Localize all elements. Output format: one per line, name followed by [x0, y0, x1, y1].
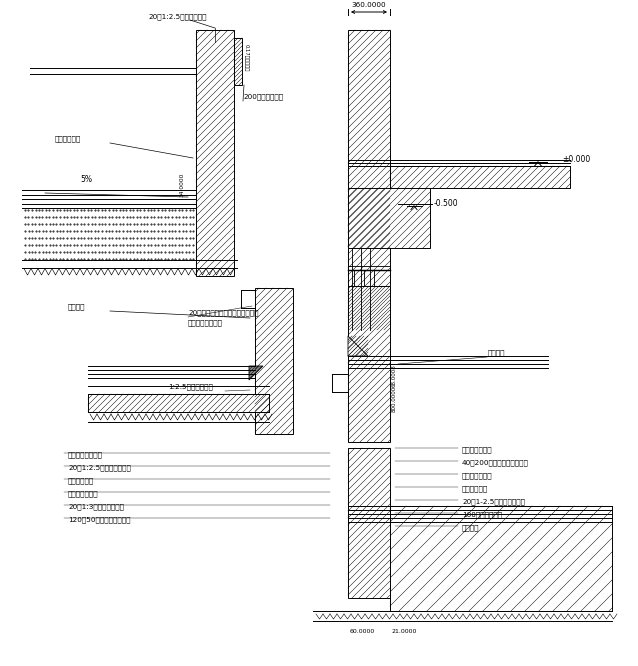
- Text: ±0.000: ±0.000: [562, 155, 590, 165]
- Text: -0.500: -0.500: [434, 200, 459, 208]
- Bar: [348, 188, 430, 248]
- Text: 120厚50号砂浆砌砖保护墙: 120厚50号砂浆砌砖保护墙: [68, 516, 131, 523]
- Text: 0.17厚聚乙烯膜: 0.17厚聚乙烯膜: [244, 44, 249, 71]
- Bar: [88, 394, 269, 412]
- Text: 冷底子油一道: 冷底子油一道: [68, 477, 94, 484]
- Text: 34.0000: 34.0000: [179, 172, 184, 197]
- Bar: [348, 30, 390, 330]
- Text: 360.0000: 360.0000: [352, 2, 387, 8]
- Text: 100号混凝土垫层: 100号混凝土垫层: [462, 511, 502, 517]
- Text: 1:2.5水泥砂浆地产: 1:2.5水泥砂浆地产: [168, 383, 213, 390]
- Text: 塑料油膏嵌严: 塑料油膏嵌严: [55, 135, 81, 142]
- Text: 20厚1:3水泥砂浆保护层: 20厚1:3水泥砂浆保护层: [68, 503, 124, 509]
- Text: 800.0000: 800.0000: [392, 386, 397, 412]
- Bar: [196, 30, 234, 276]
- Polygon shape: [348, 336, 368, 356]
- Bar: [390, 166, 570, 188]
- Bar: [348, 286, 390, 442]
- Text: 钢筋混凝土底板: 钢筋混凝土底板: [462, 446, 493, 453]
- Text: 40厚200号细石混凝土保护层: 40厚200号细石混凝土保护层: [462, 459, 529, 466]
- Text: 沥青卷材防水层: 沥青卷材防水层: [462, 472, 493, 479]
- Text: 村口材料: 村口材料: [488, 349, 505, 356]
- Text: 20厚1-2.5水泥砂浆抚平层: 20厚1-2.5水泥砂浆抚平层: [462, 498, 525, 505]
- Text: 沥青卷材防水层: 沥青卷材防水层: [68, 490, 99, 497]
- Text: 200号混凝土压顶: 200号混凝土压顶: [243, 93, 283, 100]
- Bar: [255, 288, 293, 434]
- Text: 5%: 5%: [80, 175, 92, 184]
- Text: 20厚1:2.5水泥砂浆抹面: 20厚1:2.5水泥砂浆抹面: [148, 13, 207, 19]
- Text: 20厚1:2.5水泥砂浆抗平层: 20厚1:2.5水泥砂浆抗平层: [68, 464, 131, 471]
- Text: 21.0000: 21.0000: [392, 629, 417, 634]
- Polygon shape: [249, 366, 263, 380]
- Bar: [234, 38, 242, 85]
- Text: 素土夯实: 素土夯实: [462, 524, 480, 531]
- Text: 聚氨乙烯胶泡连缝: 聚氨乙烯胶泡连缝: [188, 319, 223, 326]
- Text: 钢筋混凝土地板仔: 钢筋混凝土地板仔: [68, 451, 103, 458]
- Text: 60.0000: 60.0000: [350, 629, 375, 634]
- Text: 锁锥篮子: 锁锥篮子: [68, 303, 85, 310]
- Text: 68.0008: 68.0008: [392, 364, 397, 387]
- Bar: [348, 448, 390, 598]
- Text: 冷底子油一道: 冷底子油一道: [462, 485, 488, 492]
- Text: 20厚浇沥青木丝板边涂胶皮纸一层: 20厚浇沥青木丝板边涂胶皮纸一层: [188, 309, 258, 316]
- Bar: [390, 506, 612, 611]
